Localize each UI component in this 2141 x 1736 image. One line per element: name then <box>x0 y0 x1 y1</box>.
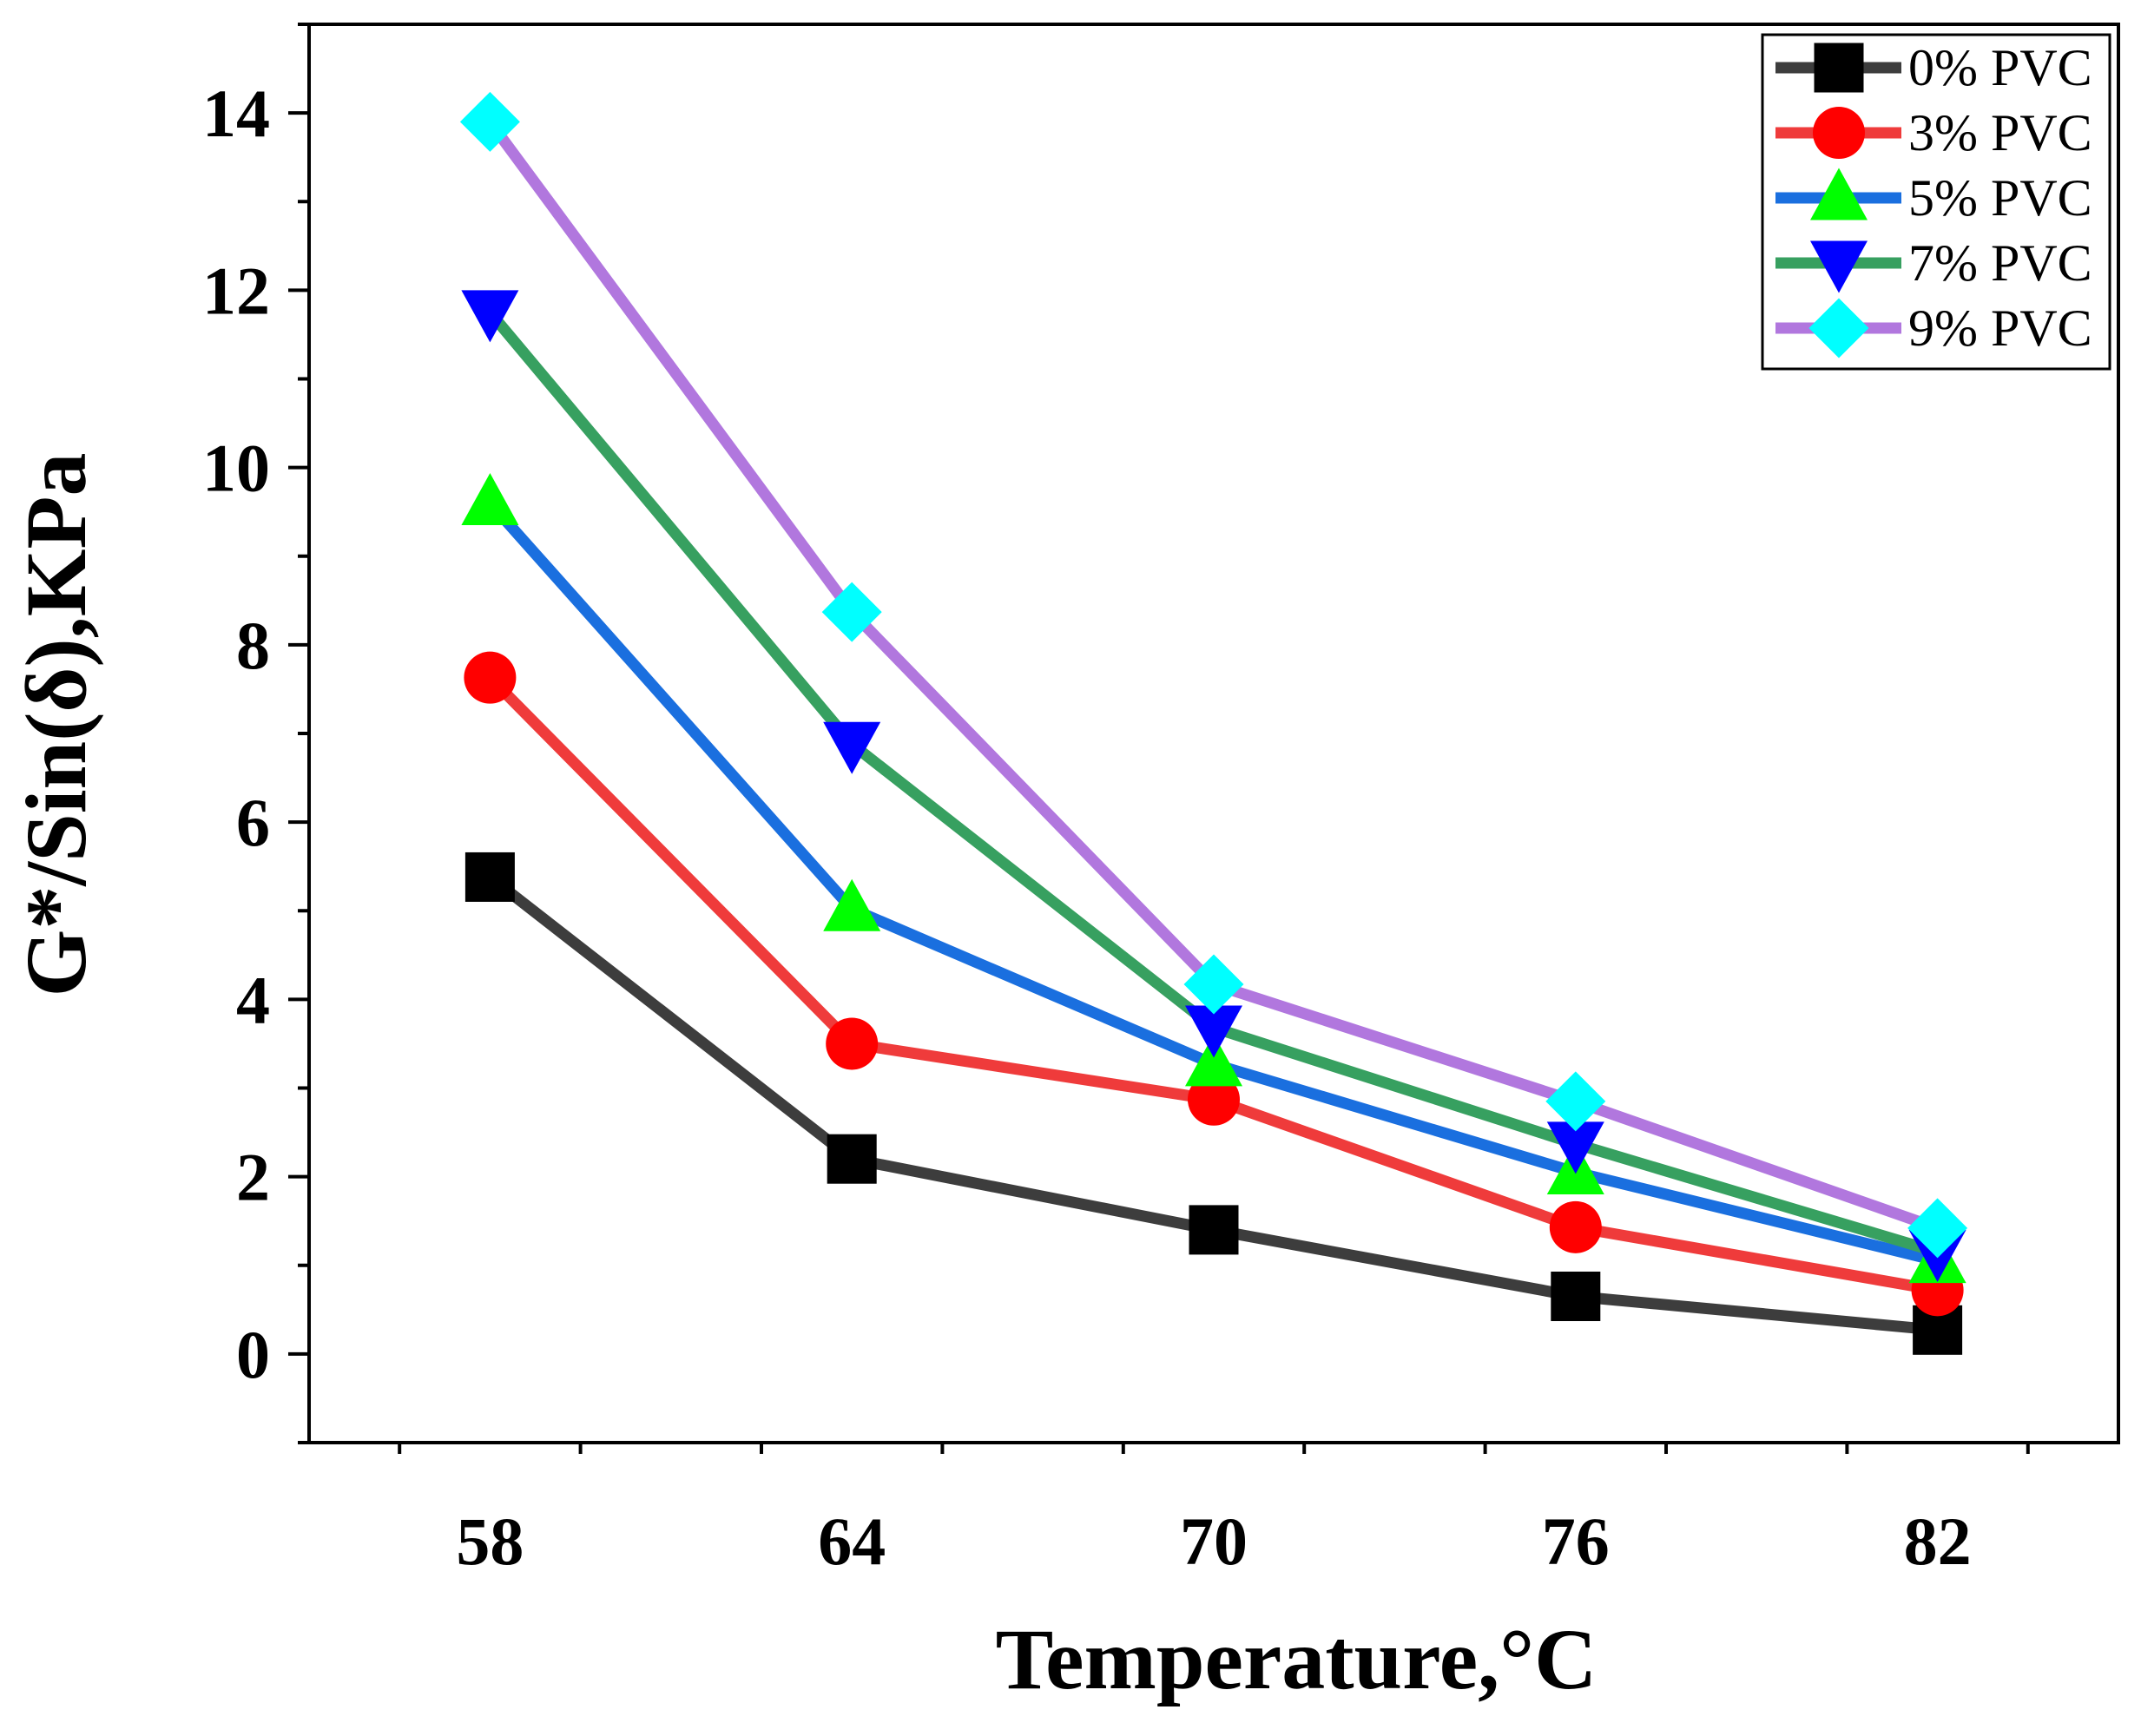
legend-marker <box>1808 298 1869 358</box>
data-point <box>464 651 517 704</box>
y-tick-label: 8 <box>236 608 270 683</box>
legend-label: 0% PVC <box>1908 39 2092 96</box>
data-point <box>823 721 881 774</box>
data-point <box>1185 1005 1242 1058</box>
legend-marker <box>1814 43 1864 93</box>
legend-marker <box>1810 168 1868 220</box>
x-tick-label: 64 <box>818 1503 886 1579</box>
legend-label: 5% PVC <box>1908 169 2092 227</box>
y-tick-label: 2 <box>236 1140 270 1215</box>
x-tick-label: 82 <box>1904 1503 1972 1579</box>
data-point <box>826 1017 879 1070</box>
legend-label: 7% PVC <box>1908 234 2092 292</box>
data-point <box>464 852 515 902</box>
data-point <box>823 878 881 931</box>
data-point <box>461 472 519 525</box>
data-point <box>1907 1198 1968 1259</box>
x-axis-title: Temperature,°C <box>996 1611 1598 1707</box>
data-point <box>827 1134 877 1184</box>
legend-marker <box>1810 240 1868 293</box>
y-tick-label: 0 <box>236 1317 270 1392</box>
data-point <box>1189 1205 1239 1255</box>
x-tick-label: 58 <box>456 1503 524 1579</box>
x-tick-label: 70 <box>1180 1503 1248 1579</box>
y-tick-label: 6 <box>236 785 270 860</box>
data-point <box>821 582 882 642</box>
y-tick-label: 14 <box>202 76 270 151</box>
data-point <box>1188 1073 1240 1126</box>
data-point <box>1183 954 1244 1015</box>
y-tick-label: 4 <box>236 962 270 1037</box>
data-point <box>459 91 520 152</box>
y-tick-label: 10 <box>202 431 270 506</box>
y-tick-label: 12 <box>202 253 270 328</box>
data-point <box>1551 1271 1601 1321</box>
data-point <box>1545 1071 1606 1132</box>
data-point <box>1185 1034 1242 1087</box>
data-point <box>461 290 519 343</box>
x-tick-label: 76 <box>1542 1503 1610 1579</box>
legend-label: 3% PVC <box>1908 104 2092 161</box>
y-axis-title: G*/Sin(δ),KPa <box>8 453 104 997</box>
data-point <box>1546 1121 1604 1174</box>
data-point <box>1549 1200 1602 1253</box>
legend-marker <box>1813 107 1865 159</box>
legend-label: 9% PVC <box>1908 299 2092 357</box>
